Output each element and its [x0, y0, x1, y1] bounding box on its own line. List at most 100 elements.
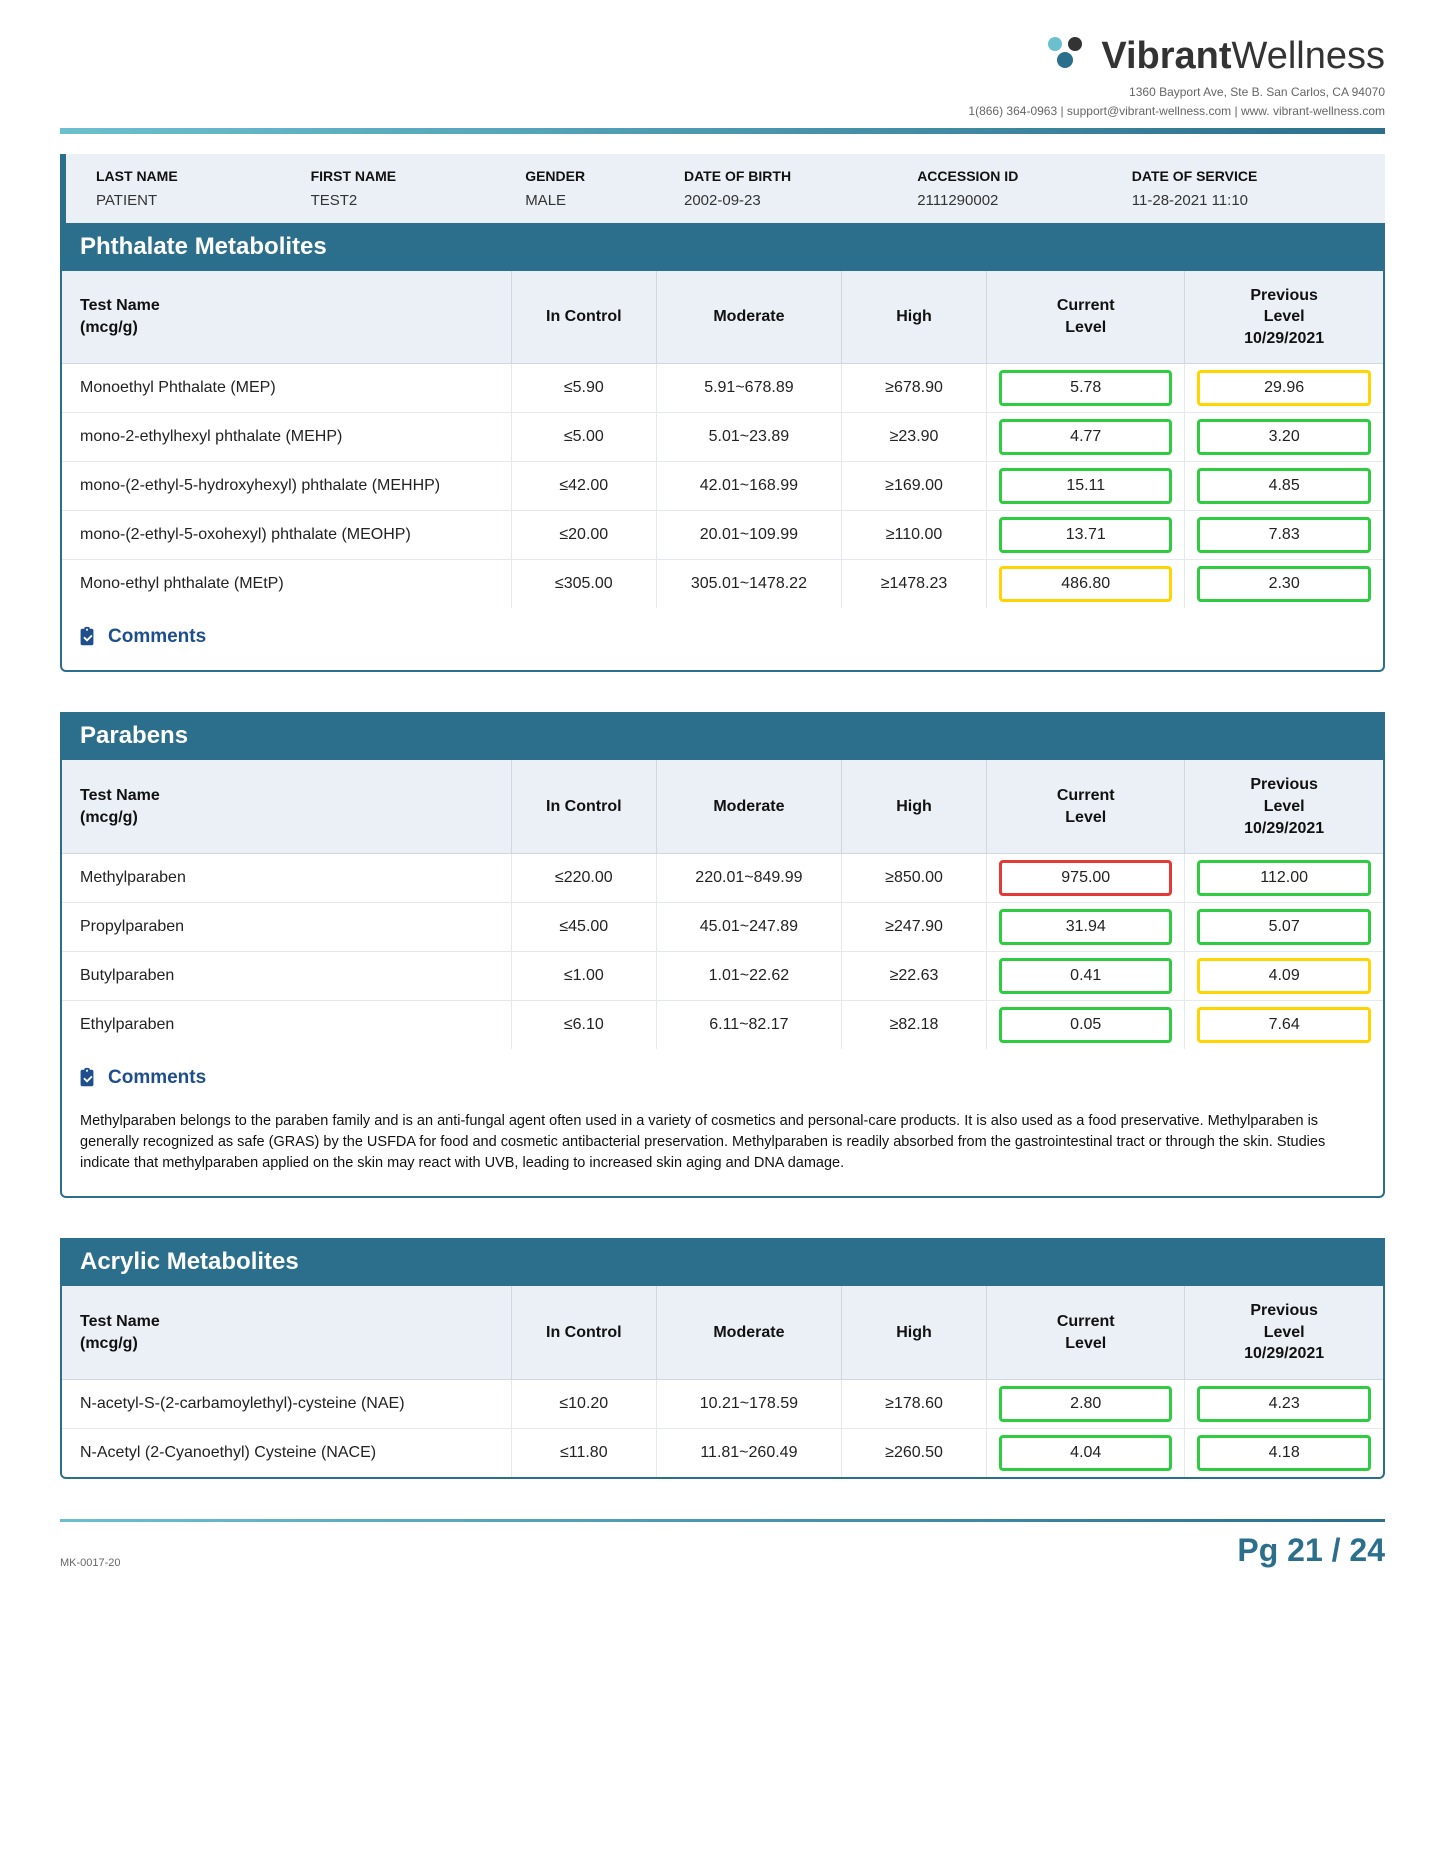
table-cell: 10.21~178.59	[656, 1379, 841, 1428]
table-cell: ≤10.20	[511, 1379, 656, 1428]
current-level-cell: 0.41	[987, 952, 1185, 1001]
table-row: Butylparaben≤1.001.01~22.62≥22.630.414.0…	[62, 952, 1383, 1001]
column-header: Test Name(mcg/g)	[62, 1286, 511, 1379]
level-value-box: 31.94	[999, 909, 1172, 945]
level-value-box: 4.04	[999, 1435, 1172, 1471]
table-cell: 6.11~82.17	[656, 1001, 841, 1050]
table-row: Monoethyl Phthalate (MEP)≤5.905.91~678.8…	[62, 364, 1383, 413]
previous-level-cell: 7.64	[1185, 1001, 1383, 1050]
level-value-box: 13.71	[999, 517, 1172, 553]
level-value-box: 4.85	[1197, 468, 1371, 504]
level-value-box: 4.09	[1197, 958, 1371, 994]
table-cell: ≥678.90	[841, 364, 986, 413]
clipboard-icon	[76, 1067, 98, 1089]
results-panel: Acrylic MetabolitesTest Name(mcg/g)In Co…	[60, 1238, 1385, 1479]
table-cell: ≤1.00	[511, 952, 656, 1001]
label-dos: DATE OF SERVICE	[1132, 168, 1355, 184]
level-value-box: 7.83	[1197, 517, 1371, 553]
label-dob: DATE OF BIRTH	[684, 168, 907, 184]
previous-level-cell: 4.23	[1185, 1379, 1383, 1428]
table-cell: ≤6.10	[511, 1001, 656, 1050]
table-row: Mono-ethyl phthalate (MEtP)≤305.00305.01…	[62, 560, 1383, 609]
previous-level-cell: 29.96	[1185, 364, 1383, 413]
comment-text: Methylparaben belongs to the paraben fam…	[62, 1111, 1383, 1196]
table-cell: 45.01~247.89	[656, 903, 841, 952]
table-cell: ≤305.00	[511, 560, 656, 609]
column-header: Moderate	[656, 271, 841, 364]
table-row: mono-(2-ethyl-5-hydroxyhexyl) phthalate …	[62, 462, 1383, 511]
table-cell: mono-2-ethylhexyl phthalate (MEHP)	[62, 413, 511, 462]
level-value-box: 4.77	[999, 419, 1172, 455]
table-cell: Methylparaben	[62, 854, 511, 903]
table-cell: ≥260.50	[841, 1428, 986, 1477]
brand-name: VibrantWellness	[1101, 35, 1385, 78]
level-value-box: 0.05	[999, 1007, 1172, 1043]
current-level-cell: 486.80	[987, 560, 1185, 609]
label-accession: ACCESSION ID	[917, 168, 1122, 184]
table-cell: ≥247.90	[841, 903, 986, 952]
comments-label: Comments	[108, 1067, 206, 1089]
value-lastname: PATIENT	[96, 192, 301, 209]
value-firstname: TEST2	[311, 192, 516, 209]
brand-address: 1360 Bayport Ave, Ste B. San Carlos, CA …	[968, 84, 1385, 101]
clipboard-icon	[76, 626, 98, 648]
value-gender: MALE	[525, 192, 674, 209]
table-cell: Propylparaben	[62, 903, 511, 952]
column-header: PreviousLevel10/29/2021	[1185, 1286, 1383, 1379]
table-row: Propylparaben≤45.0045.01~247.89≥247.90 31…	[62, 903, 1383, 952]
table-cell: mono-(2-ethyl-5-oxohexyl) phthalate (MEO…	[62, 511, 511, 560]
results-panel: ParabensTest Name(mcg/g)In ControlModera…	[60, 712, 1385, 1198]
header-rule	[60, 128, 1385, 134]
column-header: High	[841, 760, 986, 853]
results-table: Test Name(mcg/g)In ControlModerateHighCu…	[62, 760, 1383, 1049]
column-header: PreviousLevel10/29/2021	[1185, 271, 1383, 364]
value-dos: 11-28-2021 11:10	[1132, 192, 1355, 209]
doc-code: MK-0017-20	[60, 1557, 121, 1569]
panel-title: Acrylic Metabolites	[62, 1238, 1383, 1286]
table-cell: Ethylparaben	[62, 1001, 511, 1050]
table-cell: Mono-ethyl phthalate (MEtP)	[62, 560, 511, 609]
table-cell: ≤45.00	[511, 903, 656, 952]
table-row: mono-2-ethylhexyl phthalate (MEHP)≤5.005…	[62, 413, 1383, 462]
table-row: Methylparaben≤220.00220.01~849.99≥850.00…	[62, 854, 1383, 903]
table-cell: ≤11.80	[511, 1428, 656, 1477]
table-cell: 20.01~109.99	[656, 511, 841, 560]
level-value-box: 4.18	[1197, 1435, 1371, 1471]
column-header: CurrentLevel	[987, 271, 1185, 364]
table-cell: ≤5.00	[511, 413, 656, 462]
table-cell: Monoethyl Phthalate (MEP)	[62, 364, 511, 413]
page-number: Pg 21 / 24	[1237, 1532, 1385, 1569]
previous-level-cell: 5.07	[1185, 903, 1383, 952]
value-dob: 2002-09-23	[684, 192, 907, 209]
label-firstname: FIRST NAME	[311, 168, 516, 184]
comments-label: Comments	[108, 626, 206, 648]
current-level-cell: 13.71	[987, 511, 1185, 560]
column-header: High	[841, 1286, 986, 1379]
previous-level-cell: 3.20	[1185, 413, 1383, 462]
table-cell: 305.01~1478.22	[656, 560, 841, 609]
label-lastname: LAST NAME	[96, 168, 301, 184]
label-gender: GENDER	[525, 168, 674, 184]
column-header: High	[841, 271, 986, 364]
results-panel: Phthalate MetabolitesTest Name(mcg/g)In …	[60, 223, 1385, 673]
table-cell: N-Acetyl (2-Cyanoethyl) Cysteine (NACE)	[62, 1428, 511, 1477]
brand-contact: 1(866) 364-0963 | support@vibrant-wellne…	[968, 103, 1385, 120]
current-level-cell: 975.00	[987, 854, 1185, 903]
table-row: N-Acetyl (2-Cyanoethyl) Cysteine (NACE)≤…	[62, 1428, 1383, 1477]
level-value-box: 2.30	[1197, 566, 1371, 602]
brand-logo-icon	[1039, 30, 1091, 82]
table-cell: ≥110.00	[841, 511, 986, 560]
column-header: In Control	[511, 271, 656, 364]
page-header: VibrantWellness 1360 Bayport Ave, Ste B.…	[60, 30, 1385, 120]
previous-level-cell: 4.09	[1185, 952, 1383, 1001]
table-cell: mono-(2-ethyl-5-hydroxyhexyl) phthalate …	[62, 462, 511, 511]
table-cell: 1.01~22.62	[656, 952, 841, 1001]
level-value-box: 112.00	[1197, 860, 1371, 896]
current-level-cell: 5.78	[987, 364, 1185, 413]
table-cell: ≥1478.23	[841, 560, 986, 609]
table-cell: 11.81~260.49	[656, 1428, 841, 1477]
column-header: In Control	[511, 1286, 656, 1379]
level-value-box: 486.80	[999, 566, 1172, 602]
table-cell: ≥22.63	[841, 952, 986, 1001]
level-value-box: 3.20	[1197, 419, 1371, 455]
